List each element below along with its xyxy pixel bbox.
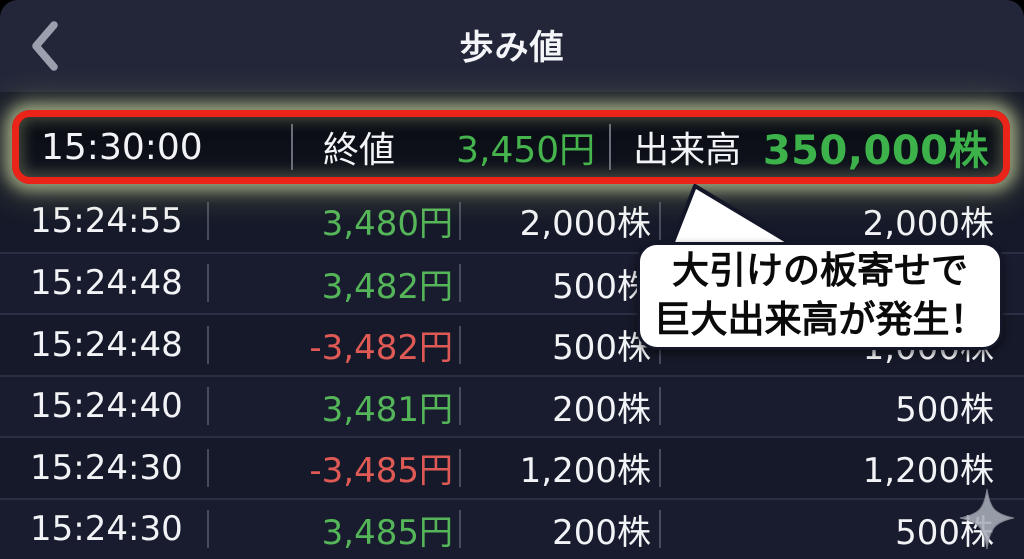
column-divider <box>291 124 293 170</box>
tick-size: 500株 <box>552 328 651 369</box>
tick-time: 15:24:48 <box>30 324 183 365</box>
tick-price: -3,482円 <box>309 328 453 369</box>
tick-size-2: 1,200株 <box>862 451 994 492</box>
tick-time: 15:24:40 <box>30 386 183 427</box>
column-divider <box>609 124 612 170</box>
column-divider <box>459 264 461 303</box>
column-divider <box>659 510 661 549</box>
column-divider <box>459 510 461 549</box>
volume-label: 出来高 <box>633 130 742 171</box>
tick-time: 15:24:55 <box>30 200 183 241</box>
column-divider <box>207 387 209 426</box>
back-button[interactable] <box>20 18 68 74</box>
column-divider <box>659 264 661 303</box>
closing-summary-highlight: 15:30:00 終値 3,450円 出来高 350,000株 <box>12 110 1010 184</box>
tick-row: 15:24:30 3,485円 200株 500株 <box>0 497 1024 559</box>
tick-price: 3,480円 <box>321 204 453 245</box>
closing-summary-row: 15:30:00 終値 3,450円 出来高 350,000株 <box>12 110 1010 184</box>
column-divider <box>459 448 461 487</box>
tick-size: 500株 <box>552 266 651 307</box>
tick-price: 3,481円 <box>321 389 453 430</box>
tick-size-2: 2,000株 <box>862 204 994 245</box>
tick-size: 200株 <box>552 512 651 553</box>
tick-size: 2,000株 <box>519 204 651 245</box>
column-divider <box>659 201 661 240</box>
title-bar: 歩み値 <box>0 0 1024 92</box>
closing-price-value: 3,450円 <box>456 130 596 171</box>
tick-price: 3,482円 <box>321 266 453 307</box>
tick-price: 3,485円 <box>321 512 453 553</box>
closing-price-label: 終値 <box>323 130 396 171</box>
column-divider <box>659 448 661 487</box>
tick-size-2: 500株 <box>895 389 994 430</box>
tick-size: 1,200株 <box>519 451 651 492</box>
column-divider <box>459 201 461 240</box>
tick-time: 15:24:30 <box>30 509 183 550</box>
closing-time: 15:30:00 <box>41 126 203 168</box>
tick-row: 15:24:48 -3,482円 500株 1,000株 <box>0 313 1024 375</box>
tick-time: 15:24:48 <box>30 263 183 304</box>
column-divider <box>459 387 461 426</box>
column-divider <box>207 510 209 549</box>
tick-row: 15:24:40 3,481円 200株 500株 <box>0 374 1024 436</box>
tick-row: 15:24:55 3,480円 2,000株 2,000株 <box>0 190 1024 252</box>
tick-list: 15:24:55 3,480円 2,000株 2,000株 15:24:48 3… <box>0 190 1024 559</box>
column-divider <box>207 201 209 240</box>
column-divider <box>659 387 661 426</box>
column-divider <box>207 264 209 303</box>
tick-price: -3,485円 <box>309 451 453 492</box>
tick-row: 15:24:30 -3,485円 1,200株 1,200株 <box>0 436 1024 498</box>
column-divider <box>207 448 209 487</box>
page-title: 歩み値 <box>459 27 565 68</box>
sparkle-cursor-icon <box>958 488 1016 554</box>
chevron-left-icon <box>32 21 58 71</box>
column-divider <box>207 325 209 364</box>
volume-value: 350,000株 <box>762 128 989 174</box>
tick-size-2: 1,000株 <box>862 328 994 369</box>
tick-row: 15:24:48 3,482円 500株 <box>0 251 1024 313</box>
column-divider <box>459 325 461 364</box>
tick-time: 15:24:30 <box>30 447 183 488</box>
tick-size: 200株 <box>552 389 651 430</box>
